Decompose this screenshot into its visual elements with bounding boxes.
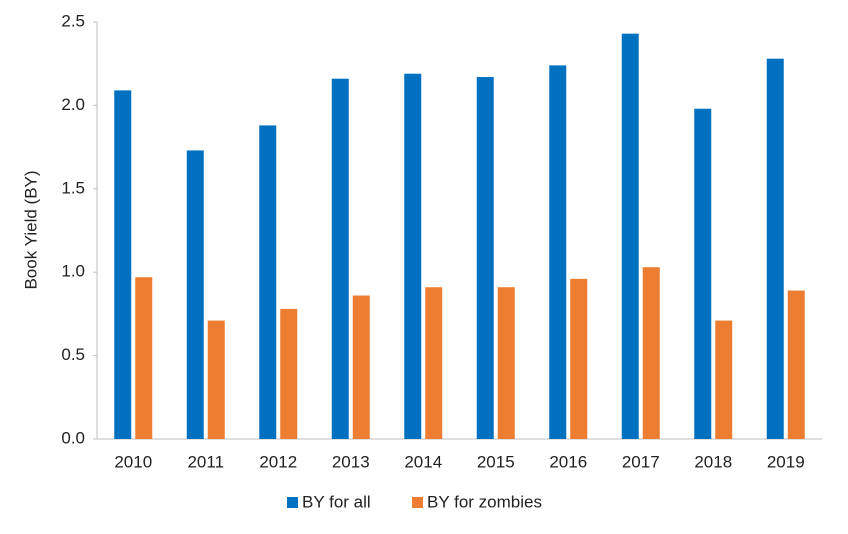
- bar: [259, 125, 277, 439]
- x-tick-label: 2016: [549, 452, 587, 471]
- bar: [404, 73, 422, 439]
- y-tick-label: 0.0: [61, 428, 85, 447]
- y-tick-label: 1.5: [61, 178, 85, 197]
- bar: [694, 108, 712, 440]
- x-tick-label: 2012: [259, 452, 297, 471]
- y-tick-label: 2.0: [61, 95, 85, 114]
- bar: [425, 287, 443, 439]
- bar: [715, 320, 733, 439]
- x-tick-label: 2014: [404, 452, 442, 471]
- bar: [497, 287, 515, 439]
- x-tick-label: 2015: [477, 452, 515, 471]
- bar: [135, 277, 153, 439]
- bar: [352, 295, 370, 439]
- x-tick-label: 2013: [332, 452, 370, 471]
- bar: [621, 33, 639, 440]
- bar: [331, 78, 349, 439]
- legend-swatch: [412, 497, 423, 508]
- bar: [114, 90, 132, 439]
- y-tick-label: 1.0: [61, 262, 85, 281]
- x-tick-label: 2019: [767, 452, 805, 471]
- x-tick-label: 2017: [622, 452, 660, 471]
- bar: [186, 150, 204, 439]
- x-tick-label: 2010: [114, 452, 152, 471]
- bar: [570, 278, 588, 439]
- y-axis-label: Book Yield (BY): [21, 170, 40, 289]
- y-tick-label: 0.5: [61, 345, 85, 364]
- bar: [787, 290, 805, 439]
- x-tick-label: 2011: [187, 452, 224, 471]
- bar: [280, 308, 298, 439]
- bar: [549, 65, 567, 440]
- legend-label: BY for zombies: [427, 492, 542, 511]
- bar: [642, 267, 660, 439]
- legend-swatch: [287, 497, 298, 508]
- bar: [476, 77, 494, 439]
- bar: [766, 58, 784, 440]
- x-tick-label: 2018: [694, 452, 732, 471]
- bar: [207, 320, 225, 439]
- y-tick-label: 2.5: [61, 11, 85, 30]
- legend-label: BY for all: [302, 492, 371, 511]
